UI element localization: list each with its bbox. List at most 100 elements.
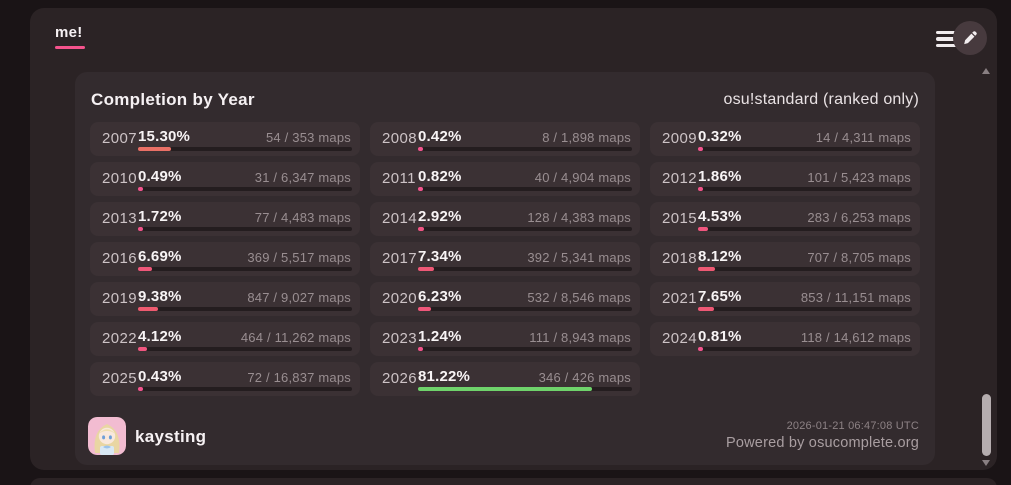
completion-percent: 2.92% xyxy=(418,208,462,225)
maps-count: 118 / 14,612 maps xyxy=(800,330,911,345)
year-label: 2020 xyxy=(382,290,417,307)
progress-bar-fill xyxy=(138,387,143,391)
maps-count: 31 / 6,347 maps xyxy=(254,170,351,185)
progress-bar-track xyxy=(138,307,352,311)
progress-bar-fill xyxy=(418,227,425,231)
progress-bar-fill xyxy=(418,267,434,271)
progress-bar-track xyxy=(418,347,632,351)
scroll-down-icon[interactable] xyxy=(982,460,990,466)
completion-percent: 6.69% xyxy=(138,248,182,265)
scroll-up-icon[interactable] xyxy=(982,68,990,74)
year-card: 2009 0.32% 14 / 4,311 maps xyxy=(650,122,920,156)
maps-count: 101 / 5,423 maps xyxy=(807,170,911,185)
progress-bar-track xyxy=(698,267,912,271)
maps-count: 464 / 11,262 maps xyxy=(240,330,351,345)
progress-bar-fill xyxy=(698,187,703,191)
year-label: 2026 xyxy=(382,370,417,387)
completion-panel: Completion by Year osu!standard (ranked … xyxy=(75,72,935,465)
progress-bar-track xyxy=(138,187,352,191)
maps-count: 54 / 353 maps xyxy=(266,130,351,145)
year-card: 2018 8.12% 707 / 8,705 maps xyxy=(650,242,920,276)
completion-percent: 6.23% xyxy=(418,288,462,305)
progress-bar-track xyxy=(138,387,352,391)
year-label: 2012 xyxy=(662,170,697,187)
year-card: 2014 2.92% 128 / 4,383 maps xyxy=(370,202,640,236)
progress-bar-fill xyxy=(698,267,716,271)
year-card: 2023 1.24% 111 / 8,943 maps xyxy=(370,322,640,356)
scrollbar-thumb[interactable] xyxy=(981,394,991,456)
completion-percent: 4.12% xyxy=(138,328,182,345)
progress-bar-track xyxy=(698,147,912,151)
completion-percent: 7.34% xyxy=(418,248,462,265)
edit-button[interactable] xyxy=(953,21,987,55)
maps-count: 853 / 11,151 maps xyxy=(800,290,911,305)
maps-count: 532 / 8,546 maps xyxy=(527,290,631,305)
progress-bar-fill xyxy=(418,307,432,311)
maps-count: 369 / 5,517 maps xyxy=(247,250,351,265)
progress-bar-track xyxy=(698,347,912,351)
powered-by: Powered by osucomplete.org xyxy=(726,435,919,451)
year-label: 2015 xyxy=(662,210,697,227)
progress-bar-fill xyxy=(698,227,708,231)
completion-percent: 1.72% xyxy=(138,208,182,225)
year-card: 2011 0.82% 40 / 4,904 maps xyxy=(370,162,640,196)
maps-count: 346 / 426 maps xyxy=(538,370,631,385)
next-card-edge xyxy=(30,478,997,485)
progress-bar-fill xyxy=(698,347,703,351)
year-card: 2020 6.23% 532 / 8,546 maps xyxy=(370,282,640,316)
completion-percent: 0.82% xyxy=(418,168,462,185)
progress-bar-track xyxy=(698,187,912,191)
maps-count: 283 / 6,253 maps xyxy=(807,210,911,225)
year-card: 2021 7.65% 853 / 11,151 maps xyxy=(650,282,920,316)
progress-bar-fill xyxy=(698,147,703,151)
completion-percent: 81.22% xyxy=(418,368,471,385)
menu-icon[interactable] xyxy=(936,31,958,47)
year-card: 2022 4.12% 464 / 11,262 maps xyxy=(90,322,360,356)
year-label: 2008 xyxy=(382,130,417,147)
year-card: 2017 7.34% 392 / 5,341 maps xyxy=(370,242,640,276)
completion-percent: 1.86% xyxy=(698,168,742,185)
year-label: 2022 xyxy=(102,330,137,347)
tab-me[interactable]: me! xyxy=(55,24,85,49)
year-card: 2008 0.42% 8 / 1,898 maps xyxy=(370,122,640,156)
progress-bar-fill xyxy=(138,307,159,311)
completion-percent: 8.12% xyxy=(698,248,742,265)
progress-bar-fill xyxy=(698,307,715,311)
progress-bar-fill xyxy=(138,267,153,271)
year-label: 2017 xyxy=(382,250,417,267)
progress-bar-fill xyxy=(418,147,423,151)
generated-timestamp: 2026-01-21 06:47:08 UTC xyxy=(786,420,919,432)
completion-percent: 7.65% xyxy=(698,288,742,305)
completion-percent: 15.30% xyxy=(138,128,191,145)
footer-meta: 2026-01-21 06:47:08 UTC Powered by osuco… xyxy=(726,420,919,451)
year-card: 2013 1.72% 77 / 4,483 maps xyxy=(90,202,360,236)
year-label: 2024 xyxy=(662,330,697,347)
progress-bar-track xyxy=(418,267,632,271)
maps-count: 72 / 16,837 maps xyxy=(247,370,351,385)
year-card: 2025 0.43% 72 / 16,837 maps xyxy=(90,362,360,396)
year-card: 2016 6.69% 369 / 5,517 maps xyxy=(90,242,360,276)
maps-count: 14 / 4,311 maps xyxy=(815,130,911,145)
year-label: 2011 xyxy=(382,170,416,187)
year-card: 2012 1.86% 101 / 5,423 maps xyxy=(650,162,920,196)
completion-percent: 1.24% xyxy=(418,328,462,345)
progress-bar-track xyxy=(418,187,632,191)
year-label: 2009 xyxy=(662,130,697,147)
maps-count: 77 / 4,483 maps xyxy=(254,210,351,225)
maps-count: 392 / 5,341 maps xyxy=(527,250,631,265)
progress-bar-track xyxy=(138,147,352,151)
progress-bar-track xyxy=(418,307,632,311)
scrollbar[interactable] xyxy=(980,68,992,466)
year-label: 2013 xyxy=(102,210,137,227)
year-label: 2019 xyxy=(102,290,137,307)
username: kaysting xyxy=(135,427,207,446)
maps-count: 40 / 4,904 maps xyxy=(534,170,631,185)
year-label: 2014 xyxy=(382,210,417,227)
progress-bar-fill xyxy=(138,147,171,151)
progress-bar-track xyxy=(698,307,912,311)
progress-bar-fill xyxy=(138,187,143,191)
maps-count: 847 / 9,027 maps xyxy=(247,290,351,305)
year-card: 2024 0.81% 118 / 14,612 maps xyxy=(650,322,920,356)
tab-me-label: me! xyxy=(55,24,83,41)
maps-count: 707 / 8,705 maps xyxy=(807,250,911,265)
